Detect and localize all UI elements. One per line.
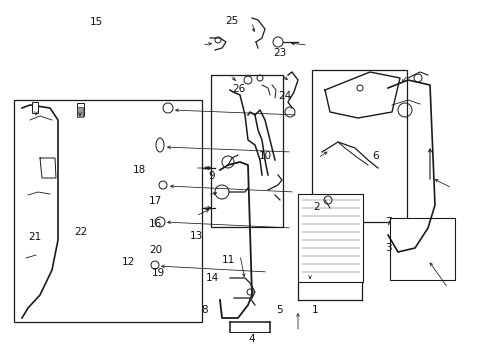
Text: 1: 1 (311, 305, 318, 315)
Text: 24: 24 (277, 91, 291, 102)
Text: 25: 25 (225, 16, 239, 26)
Text: 11: 11 (222, 255, 235, 265)
Text: 26: 26 (231, 84, 245, 94)
Text: 23: 23 (272, 48, 286, 58)
Text: 8: 8 (201, 305, 207, 315)
Bar (311, 70, 406, 222)
Bar (77, 107, 83, 117)
Text: 3: 3 (385, 243, 391, 253)
Bar (76, 104, 83, 117)
Bar (389, 218, 454, 280)
Text: 5: 5 (276, 305, 283, 315)
Text: 21: 21 (28, 232, 42, 242)
Text: 7: 7 (385, 217, 391, 228)
Text: 18: 18 (132, 165, 146, 175)
Text: 15: 15 (90, 17, 103, 27)
Ellipse shape (156, 138, 163, 152)
Text: 9: 9 (207, 171, 214, 181)
Text: 19: 19 (152, 268, 165, 278)
Text: 2: 2 (313, 202, 320, 212)
Bar (210, 75, 283, 227)
Text: 10: 10 (258, 150, 271, 161)
Bar (14, 100, 202, 322)
Text: 22: 22 (74, 227, 87, 237)
Text: 4: 4 (248, 334, 255, 344)
Text: 13: 13 (189, 231, 203, 241)
Text: 17: 17 (148, 196, 162, 206)
Text: 12: 12 (121, 257, 135, 267)
Bar (32, 103, 38, 113)
Text: 16: 16 (148, 219, 162, 229)
Bar (297, 194, 362, 282)
Text: 6: 6 (371, 150, 378, 161)
Text: 20: 20 (149, 245, 162, 255)
Text: 14: 14 (205, 273, 219, 283)
